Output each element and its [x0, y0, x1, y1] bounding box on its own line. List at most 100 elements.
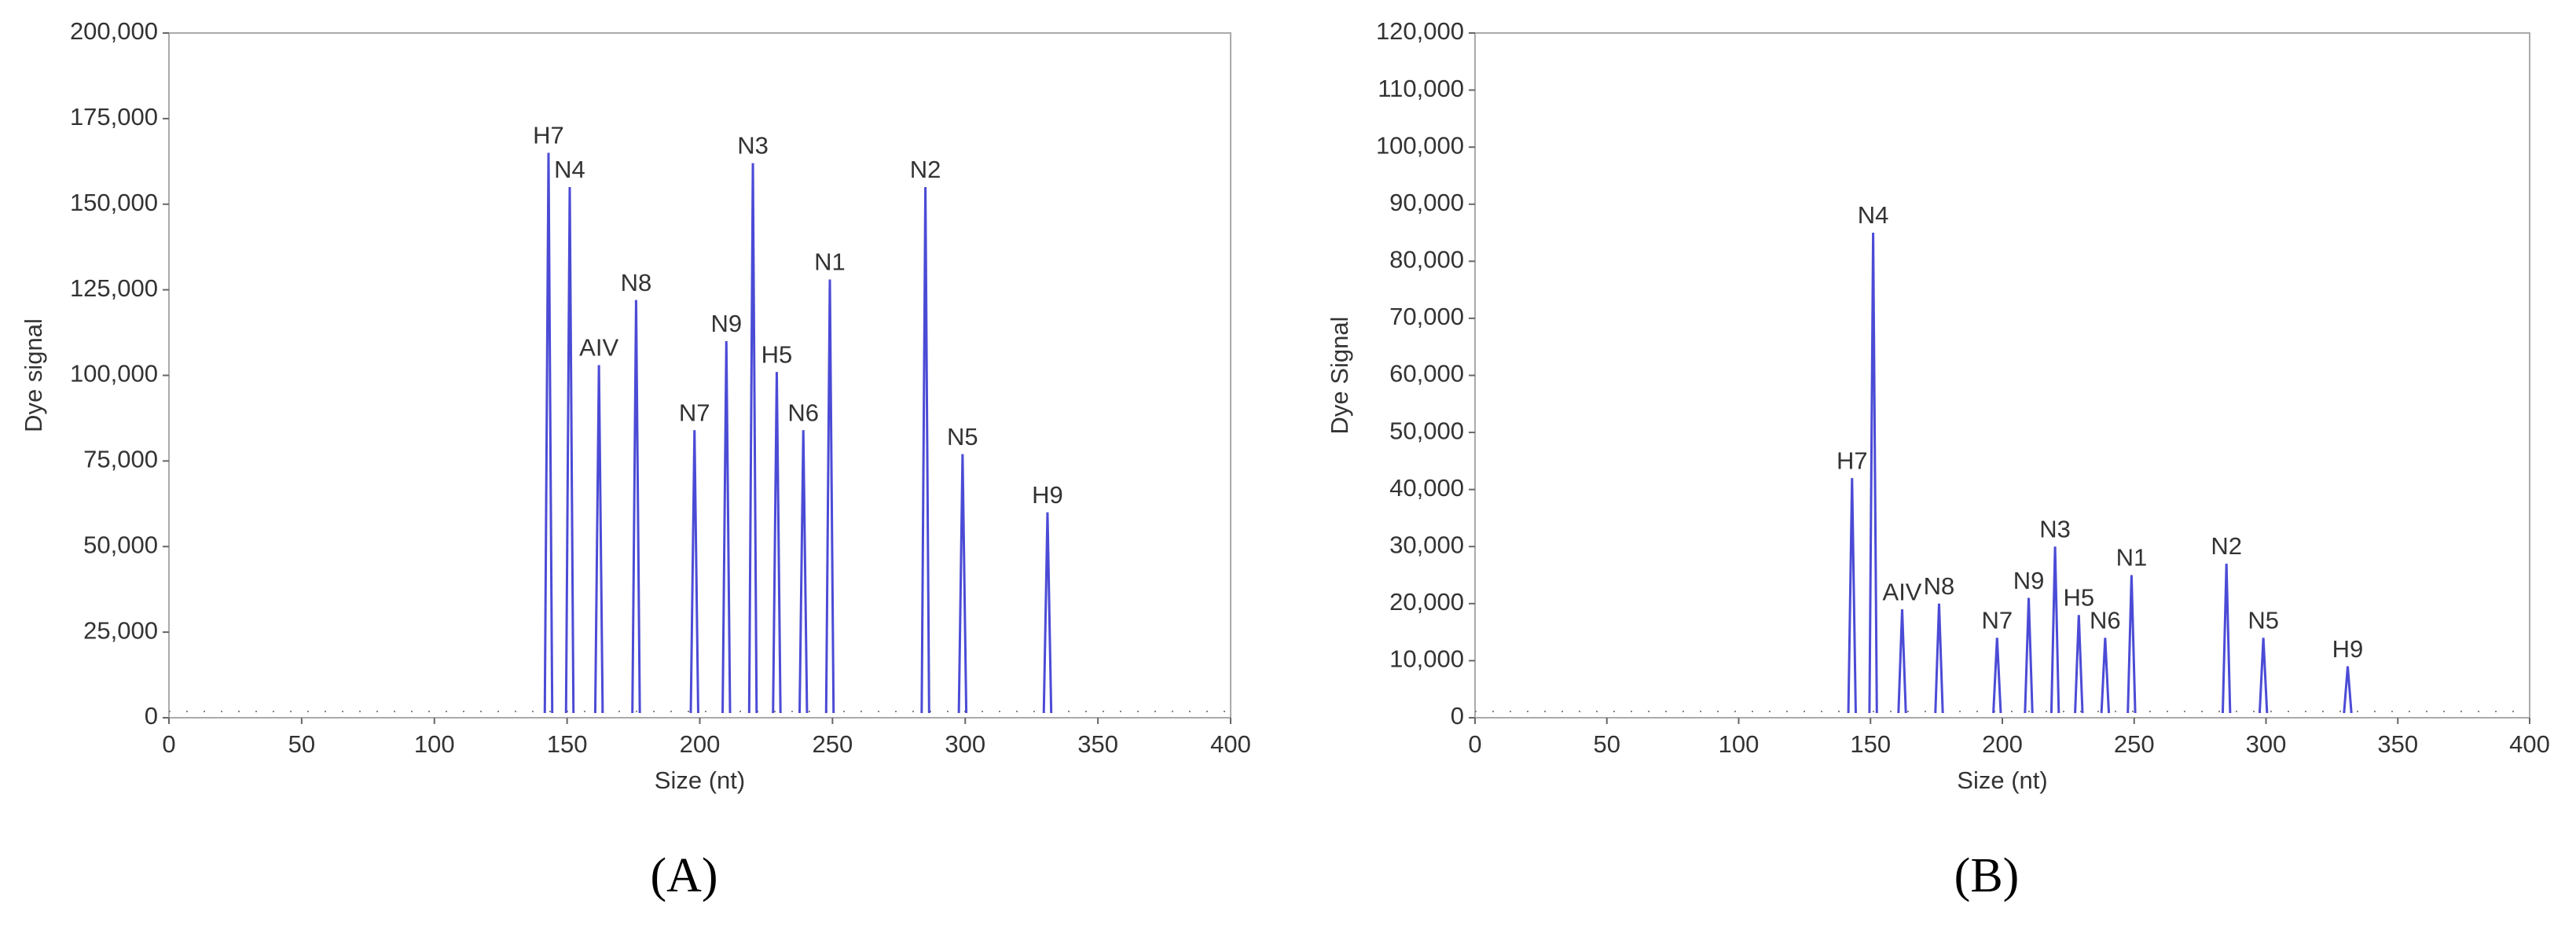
peak [1934, 603, 1944, 714]
y-tick-label: 100,000 [1376, 131, 1464, 159]
y-tick-label: 25,000 [83, 616, 158, 644]
peak [564, 186, 575, 714]
peak [1897, 609, 1907, 714]
panel-label: (B) [1954, 849, 2020, 902]
peak [1868, 233, 1878, 714]
peak-label: N6 [787, 399, 819, 426]
x-tick-label: 100 [414, 730, 455, 758]
y-tick-label: 0 [145, 702, 158, 730]
peak [772, 372, 782, 714]
y-tick-label: 50,000 [83, 531, 158, 558]
peak [2221, 563, 2232, 714]
y-tick-label: 90,000 [1389, 189, 1464, 216]
peak-label: AIV [579, 334, 618, 362]
peak-label: N7 [1981, 607, 2013, 634]
peak-label: N2 [2211, 532, 2242, 560]
peak-label: N9 [710, 310, 742, 337]
peak [1847, 478, 1857, 714]
x-tick-label: 400 [1210, 730, 1251, 758]
peak [957, 454, 968, 714]
peak-label: N1 [2116, 544, 2148, 572]
y-axis-label: Dye Signal [1326, 317, 1353, 435]
peak-label: H7 [533, 122, 564, 149]
y-tick-label: 120,000 [1376, 17, 1464, 45]
peak [798, 430, 809, 714]
y-tick-label: 70,000 [1389, 303, 1464, 330]
y-tick-label: 75,000 [83, 446, 158, 473]
x-tick-label: 150 [1850, 730, 1891, 758]
x-tick-label: 200 [1982, 730, 2023, 758]
peak [2049, 546, 2060, 714]
y-tick-label: 30,000 [1389, 531, 1464, 558]
x-axis-label: Size (nt) [655, 766, 745, 794]
x-tick-label: 200 [680, 730, 721, 758]
x-axis-label: Size (nt) [1957, 766, 2047, 794]
x-tick-label: 250 [813, 730, 853, 758]
peak-label: N8 [621, 269, 652, 296]
peak-label: N4 [554, 156, 585, 183]
peak [721, 340, 732, 714]
panel-label: (A) [650, 849, 717, 902]
peak-label: H5 [2063, 584, 2094, 612]
peak [689, 430, 699, 714]
peak-label: N8 [1924, 572, 1955, 600]
peak [920, 186, 930, 714]
peak-label: N6 [2090, 607, 2121, 634]
y-tick-label: 60,000 [1389, 360, 1464, 388]
chart-panel: 0 10,000 20,000 30,000 40,000 50,000 60,000 70,… [1326, 17, 2550, 902]
peak-label: H9 [1032, 481, 1063, 509]
y-tick-label: 10,000 [1389, 645, 1464, 673]
peak-label: H9 [2332, 635, 2364, 663]
peak-label: N4 [1858, 201, 1889, 229]
peak [747, 163, 758, 714]
y-tick-label: 175,000 [70, 103, 158, 130]
peak-label: H5 [761, 340, 793, 368]
x-tick-label: 0 [162, 730, 175, 758]
y-tick-label: 110,000 [1378, 75, 1464, 102]
x-tick-label: 150 [547, 730, 588, 758]
x-tick-label: 350 [2377, 730, 2418, 758]
peak-label: H7 [1837, 447, 1868, 474]
peak-label: N3 [737, 132, 769, 160]
x-tick-label: 50 [288, 730, 315, 758]
peak [2024, 597, 2034, 714]
y-tick-label: 150,000 [70, 189, 158, 216]
peak [2074, 615, 2084, 714]
peak-label: N5 [947, 423, 978, 450]
peak [593, 365, 604, 714]
x-tick-label: 400 [2509, 730, 2550, 758]
peak [1992, 638, 2002, 714]
peak-label: N9 [2013, 567, 2045, 594]
peak [2100, 638, 2111, 714]
x-tick-label: 300 [2246, 730, 2287, 758]
y-tick-label: 100,000 [70, 360, 158, 388]
y-tick-label: 200,000 [70, 17, 158, 45]
x-tick-label: 0 [1468, 730, 1481, 758]
x-tick-label: 300 [945, 730, 985, 758]
peak-label: N1 [814, 248, 846, 276]
x-tick-label: 350 [1077, 730, 1118, 758]
y-tick-label: 40,000 [1389, 474, 1464, 502]
x-tick-label: 100 [1719, 730, 1760, 758]
peak [1042, 512, 1053, 714]
x-tick-label: 250 [2114, 730, 2155, 758]
y-tick-label: 0 [1451, 702, 1464, 730]
peak-label: N7 [679, 399, 710, 426]
peak [2258, 638, 2269, 714]
peak-label: N5 [2248, 607, 2279, 634]
plot-frame [168, 32, 1231, 719]
y-axis-label: Dye signal [20, 318, 47, 432]
peak [2343, 666, 2353, 714]
peak [543, 153, 554, 714]
y-tick-label: 80,000 [1389, 246, 1464, 274]
y-tick-label: 50,000 [1389, 417, 1464, 444]
peak-label: N2 [910, 156, 941, 183]
chart-panel: 0 25,000 50,000 75,000 100,000 125,000 150,000… [20, 17, 1251, 902]
peak-label: AIV [1883, 578, 1922, 605]
peak [824, 279, 835, 714]
peak [631, 300, 641, 714]
peak [2126, 575, 2137, 714]
peak-label: N3 [2039, 515, 2071, 542]
y-tick-label: 20,000 [1389, 588, 1464, 616]
